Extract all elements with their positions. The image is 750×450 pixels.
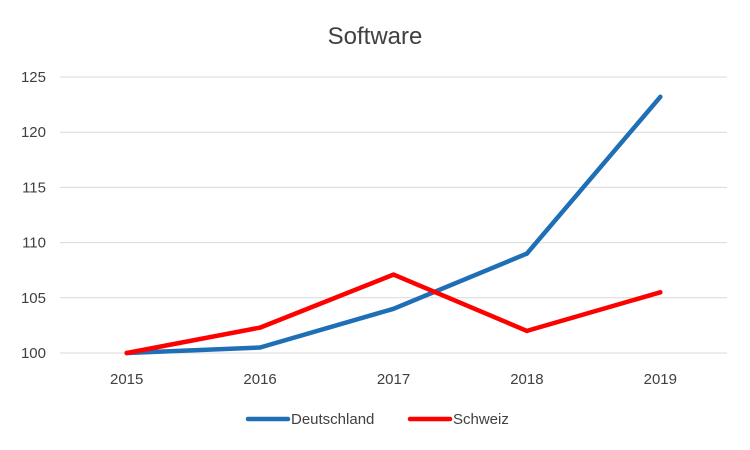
data-point-deutschland-2019: [658, 94, 663, 100]
y-axis-ticks: 100 105 110 115 120 125: [21, 69, 46, 362]
y-tick-label: 100: [21, 345, 46, 362]
x-tick-label: 2017: [377, 371, 410, 388]
legend-label-deutschland: Deutschland: [291, 411, 374, 428]
y-tick-label: 115: [22, 179, 46, 196]
x-tick-label: 2019: [644, 371, 677, 388]
data-point-schweiz-2016: [257, 325, 263, 330]
series-line-schweiz: [124, 272, 663, 356]
data-point-deutschland-2017: [391, 306, 396, 312]
y-tick-label: 120: [21, 124, 46, 141]
chart-title: Software: [328, 23, 423, 50]
x-axis-ticks: 2015 2016 2017 2018 2019: [110, 371, 677, 388]
x-tick-label: 2015: [110, 371, 143, 388]
series-layer: [124, 94, 663, 356]
y-tick-label: 110: [22, 235, 46, 252]
data-point-schweiz-2017: [391, 272, 396, 277]
grid-layer: [60, 76, 727, 354]
y-tick-label: 105: [21, 290, 46, 307]
data-point-schweiz-2019: [658, 290, 663, 295]
data-point-schweiz-2018: [524, 328, 530, 334]
legend-label-schweiz: Schweiz: [453, 411, 509, 428]
data-point-schweiz-2015: [124, 350, 129, 356]
data-point-deutschland-2016: [257, 345, 263, 350]
x-tick-label: 2018: [510, 371, 543, 388]
legend: Deutschland Schweiz: [245, 411, 509, 428]
x-tick-label: 2016: [243, 371, 276, 388]
data-point-deutschland-2018: [524, 251, 530, 256]
y-tick-label: 125: [21, 69, 46, 86]
